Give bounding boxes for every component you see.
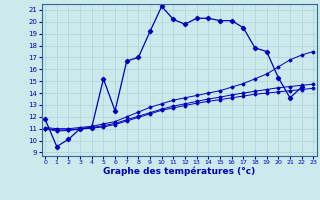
X-axis label: Graphe des températures (°c): Graphe des températures (°c)	[103, 167, 255, 176]
